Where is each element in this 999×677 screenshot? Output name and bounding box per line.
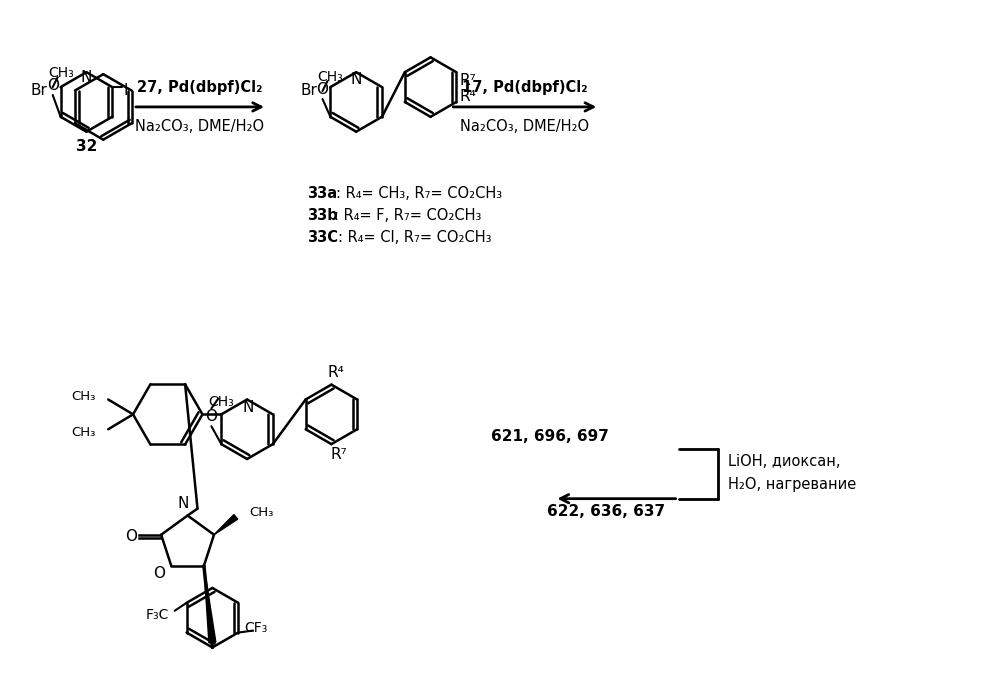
Text: Br: Br	[30, 83, 47, 97]
Text: 33a: 33a	[307, 186, 337, 201]
Text: : R₄= F, R₇= CO₂CH₃: : R₄= F, R₇= CO₂CH₃	[335, 208, 482, 223]
Text: Na₂CO₃, DME/H₂O: Na₂CO₃, DME/H₂O	[135, 119, 264, 134]
Text: 27, Pd(dbpf)Cl₂: 27, Pd(dbpf)Cl₂	[137, 80, 262, 95]
Text: CH₃: CH₃	[209, 395, 234, 410]
Polygon shape	[214, 515, 238, 535]
Text: Na₂CO₃, DME/H₂O: Na₂CO₃, DME/H₂O	[461, 119, 589, 134]
Text: 621, 696, 697: 621, 696, 697	[492, 429, 609, 444]
Text: N: N	[243, 400, 254, 415]
Text: Br: Br	[300, 83, 317, 97]
Text: CH₃: CH₃	[318, 70, 344, 84]
Text: O: O	[317, 81, 329, 97]
Text: F₃C: F₃C	[146, 608, 169, 621]
Text: 17, Pd(dbpf)Cl₂: 17, Pd(dbpf)Cl₂	[462, 80, 587, 95]
Text: O: O	[126, 529, 138, 544]
Text: O: O	[154, 566, 166, 582]
Text: 622, 636, 637: 622, 636, 637	[546, 504, 664, 519]
Polygon shape	[204, 566, 216, 643]
Text: H₂O, нагревание: H₂O, нагревание	[728, 477, 856, 492]
Text: : R₄= Cl, R₇= CO₂CH₃: : R₄= Cl, R₇= CO₂CH₃	[339, 230, 492, 245]
Text: 33C: 33C	[307, 230, 338, 245]
Text: CH₃: CH₃	[71, 390, 95, 403]
Text: N: N	[81, 70, 92, 85]
Text: LiOH, диоксан,: LiOH, диоксан,	[728, 454, 840, 469]
Text: 33b: 33b	[307, 208, 338, 223]
Text: CH₃: CH₃	[48, 66, 74, 80]
Text: R⁴: R⁴	[328, 365, 345, 380]
Text: O: O	[47, 78, 59, 93]
Text: CF₃: CF₃	[245, 621, 268, 634]
Text: R⁷: R⁷	[331, 447, 348, 462]
Text: N: N	[351, 72, 362, 87]
Text: O: O	[206, 409, 218, 424]
Text: I: I	[124, 83, 128, 97]
Text: 32: 32	[76, 139, 97, 154]
Text: N: N	[178, 496, 189, 511]
Text: R⁷: R⁷	[460, 72, 477, 87]
Text: : R₄= CH₃, R₇= CO₂CH₃: : R₄= CH₃, R₇= CO₂CH₃	[337, 186, 502, 201]
Text: CH₃: CH₃	[71, 426, 95, 439]
Text: CH₃: CH₃	[250, 506, 274, 519]
Text: R⁴: R⁴	[460, 89, 477, 104]
